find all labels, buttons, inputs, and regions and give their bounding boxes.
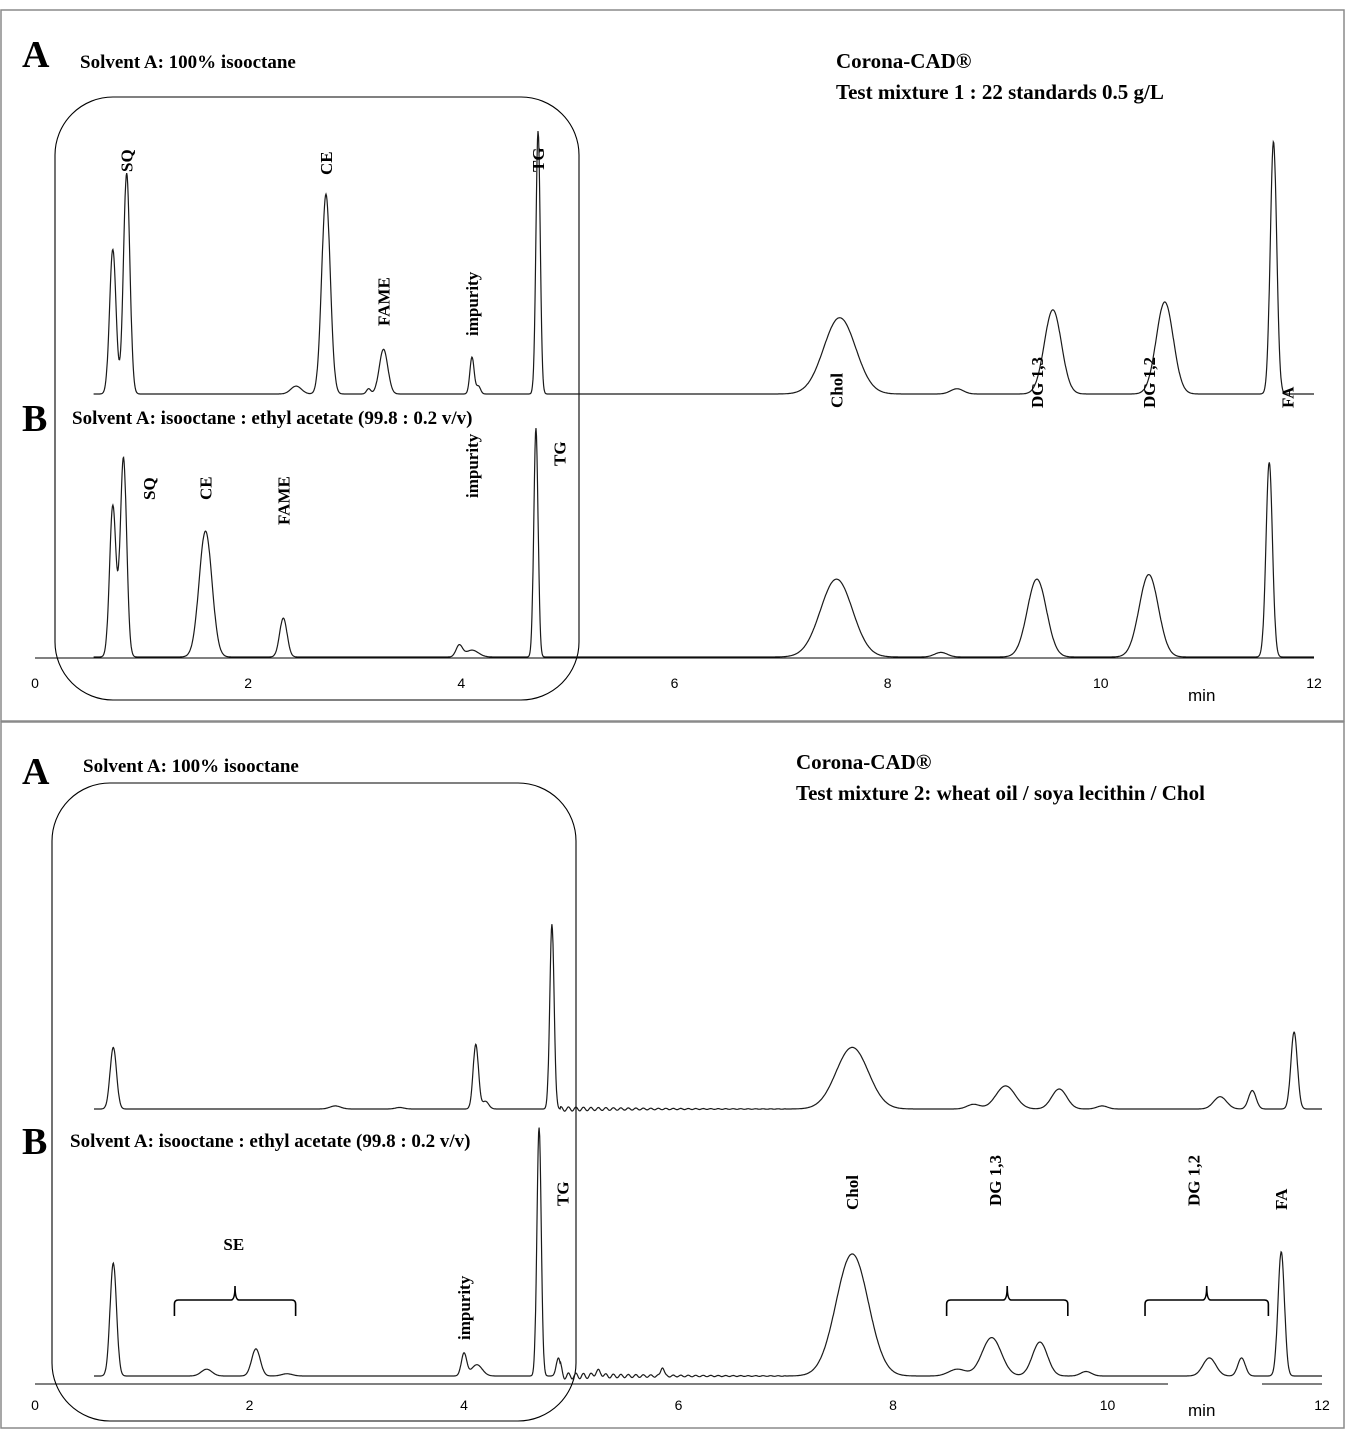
peak-label: SE [223,1235,244,1254]
peak-group-bracket [173,1285,297,1316]
x-tick-label: 2 [246,1397,254,1413]
detector-title: Corona-CAD® [796,750,932,774]
peak-label: impurity [455,1275,474,1340]
chart-title: Test mixture 2: wheat oil / soya lecithi… [796,781,1205,805]
chromatogram-trace-A [94,924,1322,1112]
chromatogram-trace-B [93,428,1314,658]
panel-1-frame [0,9,1345,722]
peak-label: FAME [375,277,394,326]
x-tick-label: 4 [460,1397,468,1413]
x-tick-label: 6 [675,1397,683,1413]
figure-1: A Solvent A: 100% isooctane Corona-CAD® … [22,34,1322,705]
condition-b: Solvent A: isooctane : ethyl acetate (99… [72,408,473,429]
x-tick-label: 8 [889,1397,897,1413]
peak-label: TG [550,441,569,466]
chromatogram-trace-B [94,1127,1322,1380]
x-tick-label: 12 [1314,1397,1330,1413]
x-tick-label: 0 [31,675,39,691]
peak-label: SQ [140,477,159,500]
zoom-region-box [51,782,577,1422]
peak-label: FAME [274,476,293,525]
detector-title: Corona-CAD® [836,49,972,73]
panel-letter-a: A [22,34,50,76]
x-tick-label: 2 [244,675,252,691]
x-tick-label: 0 [31,1397,39,1413]
peak-group-bracket [1144,1285,1270,1316]
peak-label: DG 1,3 [1028,357,1047,408]
chromatogram-trace-A [93,130,1314,395]
figure-2: A Solvent A: 100% isooctane Corona-CAD® … [22,750,1330,1422]
x-tick-label: 4 [457,675,465,691]
x-tick-label: 8 [884,675,892,691]
peak-label: Chol [843,1175,862,1210]
panel-2-frame [0,721,1345,1429]
peak-label: CE [317,151,336,175]
x-axis-unit: min [1188,686,1215,705]
peak-label: DG 1,3 [986,1155,1005,1206]
chart-title: Test mixture 1 : 22 standards 0.5 g/L [836,80,1164,104]
condition-a: Solvent A: 100% isooctane [83,756,299,777]
x-tick-label: 12 [1306,675,1322,691]
peak-label: DG 1,2 [1140,357,1159,408]
panel-letter-a: A [22,751,50,793]
x-axis-unit: min [1188,1401,1215,1420]
peak-label: FA [1272,1188,1291,1210]
x-tick-label: 6 [671,675,679,691]
condition-b: Solvent A: isooctane : ethyl acetate (99… [70,1131,471,1152]
peak-group-bracket [945,1285,1069,1316]
peak-label: SQ [118,149,137,172]
peak-label: TG [529,147,548,172]
panel-letter-b: B [22,398,47,440]
peak-label: Chol [828,373,847,408]
peak-label: impurity [463,433,482,498]
x-tick-label: 10 [1093,675,1109,691]
peak-label: impurity [463,271,482,336]
x-tick-label: 10 [1100,1397,1116,1413]
zoom-region-box [54,96,580,701]
condition-a: Solvent A: 100% isooctane [80,52,296,73]
panel-letter-b: B [22,1121,47,1163]
peak-label: CE [197,476,216,500]
peak-label: FA [1278,386,1297,408]
peak-label: TG [554,1181,573,1206]
peak-label: DG 1,2 [1184,1155,1203,1206]
